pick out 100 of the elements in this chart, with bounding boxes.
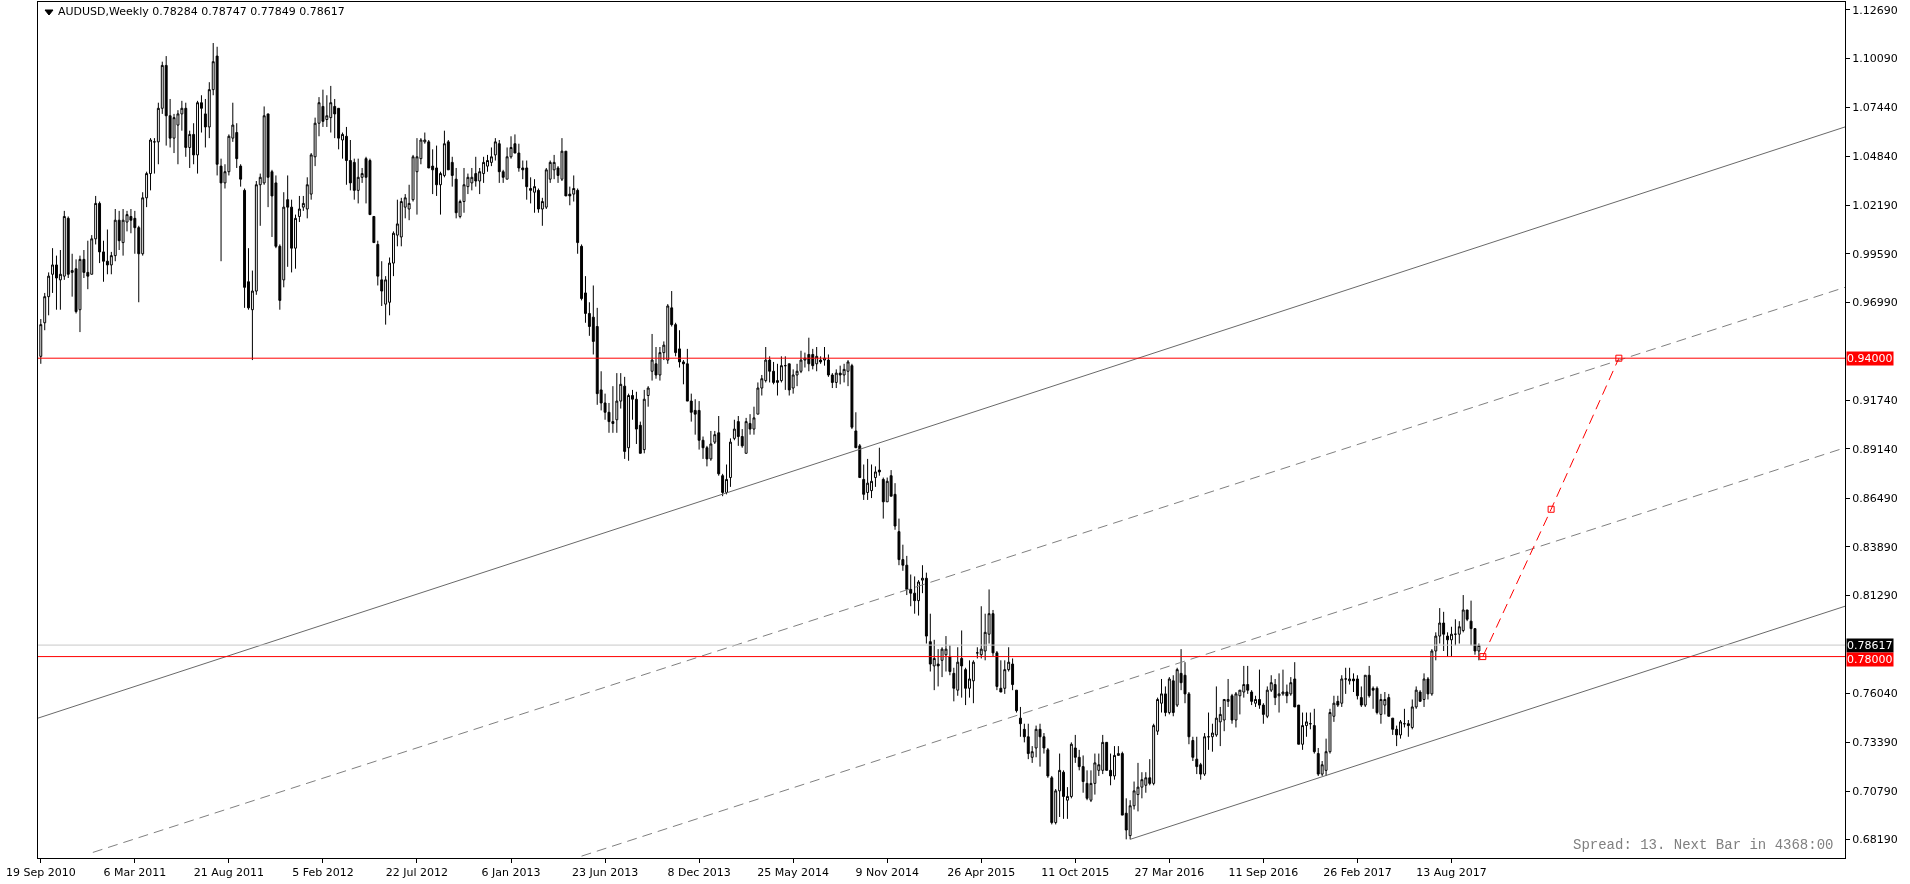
x-tick-label: 26 Apr 2015	[947, 866, 1016, 880]
candlestick	[1387, 693, 1391, 717]
candlestick	[1234, 691, 1238, 728]
ref-line-label: 0.94000	[1847, 352, 1893, 365]
x-tick-label: 6 Mar 2011	[103, 866, 167, 880]
y-tick-label: 0.96990	[1852, 296, 1898, 310]
candlestick	[834, 368, 838, 389]
candlestick	[121, 208, 125, 257]
candlestick	[1246, 665, 1250, 695]
candlestick	[415, 137, 419, 216]
x-tick-label: 21 Aug 2011	[193, 866, 265, 880]
candlestick	[1167, 676, 1171, 715]
candlestick	[623, 376, 627, 460]
candlestick	[376, 240, 380, 286]
y-tick-label: 0.76040	[1852, 686, 1898, 700]
chart-title: AUDUSD,Weekly 0.78284 0.78747 0.77849 0.78617	[58, 4, 345, 18]
x-tick-label: 11 Oct 2015	[1041, 866, 1110, 880]
x-tick-label: 9 Nov 2014	[855, 866, 919, 880]
x-tick-label: 19 Sep 2010	[5, 866, 76, 880]
candlestick	[960, 629, 964, 699]
ref-line-label: 0.78617	[1847, 639, 1893, 652]
y-tick-label: 0.68190	[1852, 833, 1898, 847]
candlestick	[1277, 672, 1281, 714]
candlestick	[842, 363, 846, 383]
candlestick	[615, 372, 619, 434]
y-tick-label: 0.81290	[1852, 589, 1898, 603]
y-tick-label: 0.86490	[1852, 492, 1898, 506]
candlestick	[372, 215, 376, 244]
x-tick-label: 13 Aug 2017	[1416, 866, 1487, 880]
candlestick	[979, 605, 983, 659]
candlestick	[729, 437, 732, 488]
candlestick	[1344, 667, 1348, 695]
y-tick-label: 1.02190	[1852, 199, 1898, 213]
x-tick-label: 25 May 2014	[757, 866, 830, 880]
candlestick	[533, 178, 536, 214]
candlestick	[650, 333, 654, 382]
x-tick-label: 6 Jan 2013	[481, 866, 541, 880]
candlestick	[717, 415, 721, 477]
x-tick-label: 27 Mar 2016	[1134, 866, 1205, 880]
y-tick-label: 1.10090	[1852, 51, 1898, 65]
x-tick-label: 5 Feb 2012	[292, 866, 354, 880]
candlestick	[1422, 672, 1426, 708]
candlestick	[552, 154, 556, 180]
candlestick	[1101, 734, 1105, 775]
candlestick	[1203, 732, 1207, 777]
candlestick	[881, 477, 885, 520]
candlestick	[329, 85, 333, 134]
candlestick	[866, 458, 870, 501]
y-tick-label: 1.12690	[1852, 3, 1898, 17]
x-tick-label: 22 Jul 2012	[385, 866, 449, 880]
candlestick	[1026, 723, 1030, 760]
y-tick-label: 0.91740	[1852, 394, 1898, 408]
y-tick-label: 1.07440	[1852, 101, 1898, 115]
candlestick	[646, 385, 650, 408]
candlestick	[642, 389, 646, 454]
point	[1479, 653, 1487, 661]
x-tick-label: 8 Dec 2013	[667, 866, 731, 880]
candlestick	[709, 430, 713, 462]
candlestick	[838, 365, 842, 385]
candlestick	[1446, 631, 1450, 658]
candlestick	[525, 160, 529, 201]
candlestick	[297, 195, 301, 223]
y-tick-label: 1.04840	[1852, 149, 1898, 163]
candlestick	[497, 139, 501, 184]
y-tick-label: 0.73390	[1852, 736, 1898, 750]
x-tick-label: 23 Jun 2013	[571, 866, 639, 880]
candlestick	[971, 659, 975, 704]
candlestick	[725, 464, 728, 495]
candlestick	[239, 163, 243, 188]
y-tick-label: 0.89140	[1852, 442, 1898, 456]
candlestick	[454, 167, 458, 219]
candlestick	[1018, 706, 1022, 738]
point	[1615, 354, 1623, 362]
candlestick	[399, 197, 403, 247]
candlestick	[356, 158, 360, 204]
candlestick	[1316, 747, 1320, 777]
candlestick	[744, 417, 748, 454]
point	[1547, 505, 1555, 513]
x-tick-label: 26 Feb 2017	[1323, 866, 1392, 880]
candlestick	[164, 55, 168, 147]
x-tick-label: 11 Sep 2016	[1228, 866, 1299, 880]
candlestick	[944, 635, 948, 673]
candlestick	[1355, 674, 1359, 700]
candlestick	[1113, 745, 1116, 781]
candlestick	[917, 579, 921, 617]
y-tick-label: 0.70790	[1852, 784, 1898, 798]
candlestick	[815, 346, 819, 372]
candlestick	[344, 126, 348, 186]
candlestick	[1136, 762, 1140, 812]
candlestick	[1250, 689, 1254, 706]
candlestick	[787, 363, 791, 396]
candlestick	[913, 575, 917, 615]
y-tick-label: 0.83890	[1852, 540, 1898, 554]
candlestick	[462, 167, 466, 214]
candlestick	[736, 415, 740, 447]
candlestick	[243, 187, 247, 309]
candlestick	[783, 355, 787, 391]
candlestick	[1340, 674, 1344, 708]
candlestick	[1038, 723, 1042, 768]
y-tick-label: 0.99590	[1852, 247, 1898, 261]
